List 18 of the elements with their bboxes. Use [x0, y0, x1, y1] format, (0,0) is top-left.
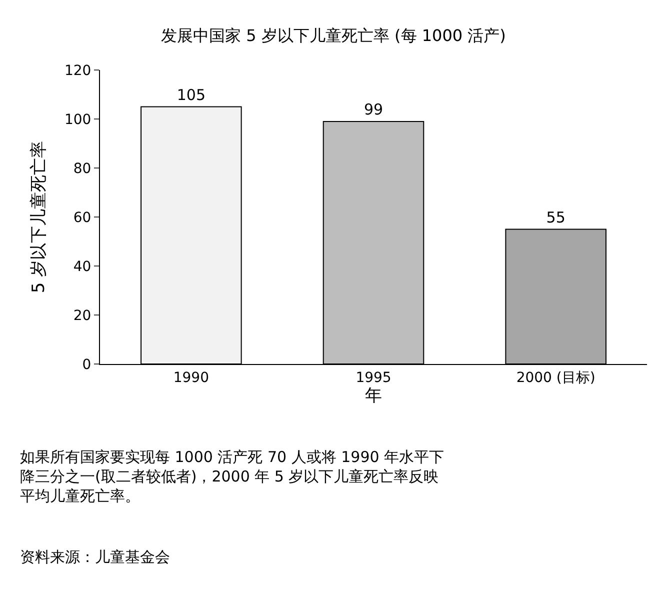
y-tick-label: 120 [64, 62, 92, 79]
x-axis-title: 年 [365, 386, 382, 406]
x-tick-label: 2000 (目标) [516, 370, 596, 386]
y-axis-title: 5 岁以下儿童死亡率 [29, 140, 50, 294]
x-tick-label: 1995 [356, 370, 392, 386]
data-label: 99 [364, 100, 384, 118]
text: 如果所有国家要实现每 1000 活产死 70 人或将 1990 年水平下降三分之一(取二者较低者)，2000 年 5 岁以下儿童死亡率反映平均儿童死亡率。 [20, 448, 444, 505]
y-tick-label: 20 [73, 308, 92, 324]
y-tick-label: 60 [73, 210, 92, 226]
y-tick-label: 0 [82, 356, 92, 373]
text: 资料来源：儿童基金会 [20, 548, 170, 566]
data-label: 55 [546, 208, 566, 226]
chart-title: 发展中国家 5 岁以下儿童死亡率 (每 1000 活产) [161, 26, 506, 45]
data-label: 105 [176, 86, 206, 104]
y-tick-label: 100 [64, 112, 92, 128]
y-tick-label: 80 [73, 160, 92, 177]
x-tick-label: 1990 [173, 370, 209, 386]
y-tick-label: 40 [73, 258, 92, 275]
